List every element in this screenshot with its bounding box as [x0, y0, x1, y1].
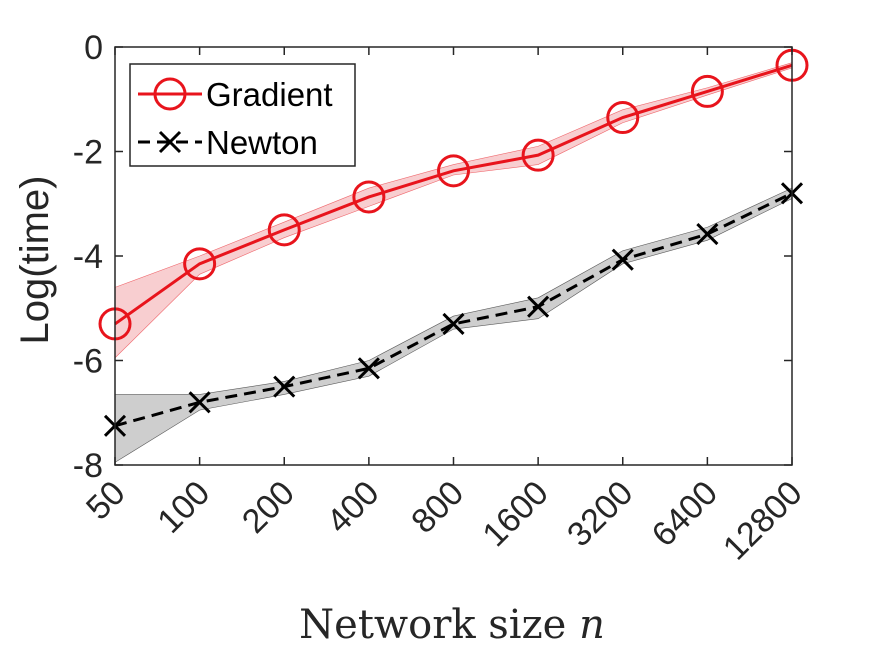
- gradient-point-6400: [690, 74, 724, 108]
- y-tick-label: 0: [84, 29, 103, 67]
- x-axis-label-text: Network size: [299, 602, 566, 648]
- newton-point-3200: [611, 248, 634, 271]
- newton-point-100: [188, 391, 211, 414]
- newton-line: [114, 191, 793, 428]
- y-axis-ticks: 0 -2 -4 -6 -8: [73, 29, 792, 485]
- newton-point-6400: [696, 222, 719, 246]
- gradient-point-3200: [606, 101, 640, 135]
- legend-newton-label: Newton: [206, 124, 318, 161]
- gradient-line: [114, 63, 793, 326]
- x-tick-label: 3200: [560, 474, 640, 554]
- series-markers: [98, 48, 809, 437]
- series-lines: [114, 63, 793, 428]
- x-tick-label: 12800: [716, 474, 810, 568]
- x-tick-label: 800: [404, 474, 471, 541]
- legend-gradient-label: Gradient: [206, 76, 333, 113]
- legend-gradient-marker: [153, 77, 187, 111]
- x-tick-label: 100: [150, 474, 217, 541]
- legend-box: [129, 63, 356, 167]
- newton-point-1600: [527, 295, 550, 318]
- y-axis-label: Log(time): [13, 176, 57, 345]
- x-axis-label: Network size n: [299, 602, 605, 648]
- x-tick-label: 200: [235, 474, 302, 541]
- gradient-point-400: [352, 180, 386, 214]
- x-tick-label: 400: [320, 474, 387, 541]
- newton-point-400: [357, 357, 380, 380]
- gradient-point-1600: [521, 138, 555, 172]
- gradient-point-200: [267, 213, 301, 247]
- y-tick-label: -2: [73, 134, 103, 172]
- gradient-point-100: [183, 247, 217, 281]
- y-tick-label: -8: [73, 447, 103, 485]
- legend: Gradient Newton: [129, 63, 356, 167]
- x-tick-label: 6400: [645, 474, 725, 554]
- y-tick-label: -6: [73, 343, 103, 381]
- gradient-point-800: [437, 154, 470, 188]
- newton-point-800: [442, 312, 465, 335]
- newton-point-200: [273, 375, 296, 398]
- y-tick-label: -4: [73, 238, 103, 276]
- legend-newton-marker: [158, 130, 182, 154]
- x-axis-label-variable: n: [579, 602, 605, 648]
- x-tick-label: 1600: [475, 474, 555, 554]
